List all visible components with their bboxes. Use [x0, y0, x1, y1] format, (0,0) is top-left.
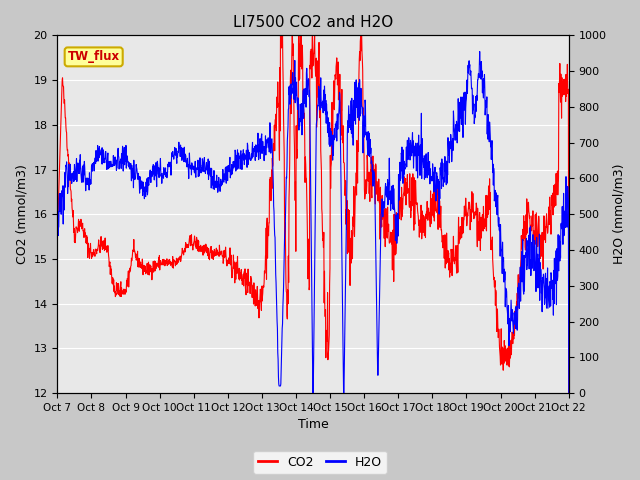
CO2 [565, 390, 573, 396]
Legend: CO2, H2O: CO2, H2O [253, 451, 387, 474]
H2O [271, 223, 278, 229]
CO2 [291, 144, 298, 149]
H2O [309, 390, 317, 396]
CO2 [114, 287, 122, 293]
H2O [565, 390, 573, 396]
Line: H2O: H2O [58, 51, 569, 393]
Text: TW_flux: TW_flux [68, 50, 120, 63]
CO2 [271, 122, 278, 128]
CO2 [93, 247, 101, 252]
H2O [114, 148, 122, 154]
CO2 [276, 33, 284, 38]
H2O [93, 151, 101, 156]
CO2 [345, 239, 353, 244]
H2O [345, 103, 353, 108]
Y-axis label: CO2 (mmol/m3): CO2 (mmol/m3) [15, 164, 28, 264]
H2O [291, 85, 298, 91]
H2O [476, 48, 484, 54]
H2O [54, 222, 61, 228]
Line: CO2: CO2 [58, 36, 569, 393]
H2O [281, 229, 289, 235]
X-axis label: Time: Time [298, 419, 328, 432]
CO2 [282, 220, 289, 226]
Title: LI7500 CO2 and H2O: LI7500 CO2 and H2O [233, 15, 393, 30]
CO2 [54, 234, 61, 240]
Y-axis label: H2O (mmol/m3): H2O (mmol/m3) [612, 164, 625, 264]
